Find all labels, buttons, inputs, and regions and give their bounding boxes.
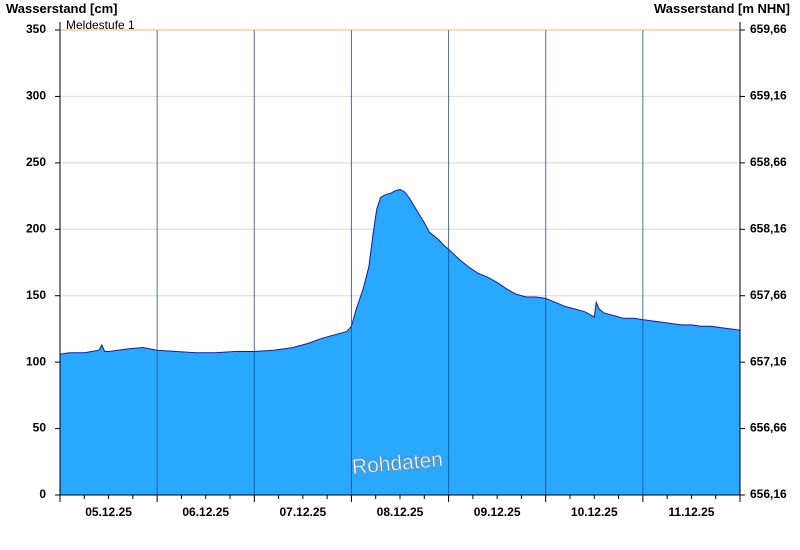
y2-tick-label: 658,16: [750, 221, 787, 235]
right-axis-title: Wasserstand [m NHN]: [654, 1, 790, 16]
series-line: [59, 188, 741, 355]
y-tick-label: 50: [33, 421, 47, 435]
y2-tick-label: 657,16: [750, 354, 787, 368]
left-axis-title: Wasserstand [cm]: [6, 1, 118, 16]
series-area: [60, 189, 740, 495]
x-tick-label: 05.12.25: [85, 505, 132, 519]
x-tick-label: 11.12.25: [668, 505, 714, 519]
y-tick-label: 0: [39, 487, 46, 501]
y-tick-label: 150: [26, 288, 46, 302]
x-tick-label: 09.12.25: [474, 505, 521, 519]
x-tick-label: 06.12.25: [182, 505, 229, 519]
y2-tick-label: 656,66: [750, 421, 787, 435]
y-tick-label: 250: [26, 155, 46, 169]
day-separators: [156, 30, 644, 495]
water-level-area: [59, 188, 741, 495]
x-tick-label: 08.12.25: [377, 505, 424, 519]
y2-tick-label: 659,66: [750, 22, 787, 36]
x-tick-label: 07.12.25: [279, 505, 326, 519]
y-tick-label: 100: [26, 354, 46, 368]
tick-labels: 0 656,16 50 656,66 100 657,16 150 657,66 200 658,…: [26, 22, 787, 519]
y2-tick-label: 658,66: [750, 155, 787, 169]
threshold-group: Meldestufe 1: [60, 18, 740, 32]
threshold-label: Meldestufe 1: [66, 18, 135, 32]
y-tick-label: 350: [26, 22, 46, 36]
y2-tick-label: 656,16: [750, 487, 787, 501]
x-tick-label: 10.12.25: [571, 505, 618, 519]
y-tick-label: 300: [26, 89, 46, 103]
y2-tick-label: 657,66: [750, 288, 787, 302]
y-tick-label: 200: [26, 221, 46, 235]
axes: [55, 22, 745, 502]
y2-tick-label: 659,16: [750, 89, 787, 103]
